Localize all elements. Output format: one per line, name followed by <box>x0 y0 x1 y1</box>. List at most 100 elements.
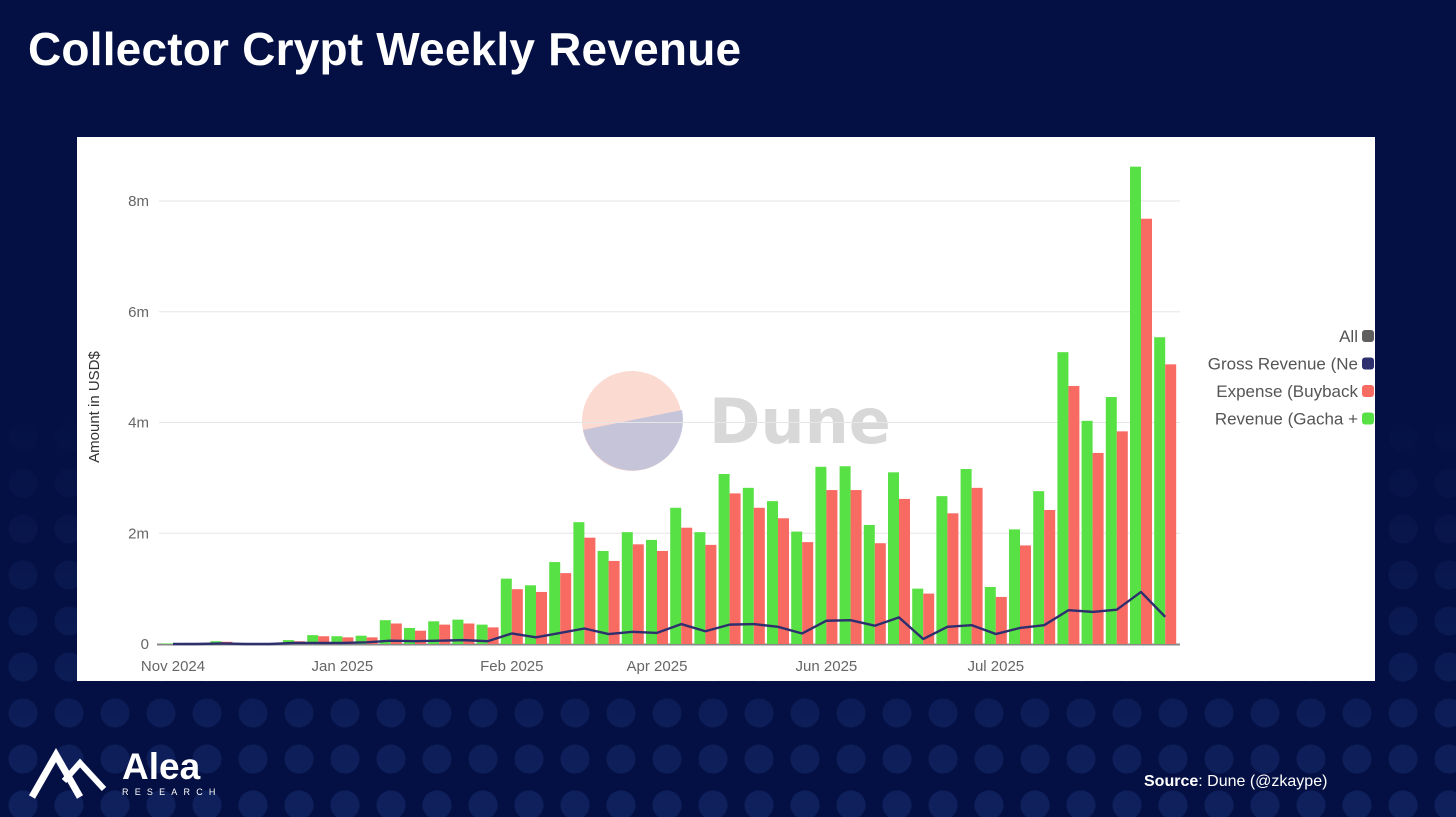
bar-revenue <box>162 643 173 644</box>
bar-revenue <box>742 487 754 644</box>
y-axis-title: Amount in USD$ <box>86 350 103 462</box>
bar-revenue <box>379 620 391 644</box>
bar-revenue <box>815 466 827 644</box>
gross-revenue-line-group <box>173 590 1167 646</box>
y-tick-label: 2m <box>128 525 149 542</box>
bar-expense <box>463 623 475 644</box>
x-tick-label: Jun 2025 <box>796 658 858 675</box>
bar-expense <box>753 507 765 644</box>
bar-revenue <box>307 635 319 644</box>
bar-revenue <box>1081 420 1093 644</box>
bar-expense <box>1044 509 1056 644</box>
bar-expense <box>560 573 572 644</box>
bar-expense <box>729 493 741 644</box>
legend-swatch <box>1362 412 1374 425</box>
bar-expense <box>778 518 789 644</box>
y-tick-label: 6m <box>128 304 149 321</box>
bar-expense <box>657 550 668 644</box>
bar-expense <box>318 636 330 644</box>
bar-revenue <box>355 635 367 644</box>
bar-revenue <box>888 472 899 644</box>
bar-revenue <box>1130 166 1141 645</box>
bar-revenue <box>1057 352 1069 644</box>
bar-revenue <box>960 469 972 644</box>
bar-expense <box>366 637 378 644</box>
bar-expense <box>439 624 451 644</box>
y-tick-label: 0 <box>141 636 149 653</box>
brand-subtitle: RESEARCH <box>122 787 222 797</box>
bar-expense <box>826 490 838 644</box>
bar-revenue <box>597 550 609 644</box>
bar-revenue <box>767 501 778 644</box>
legend-swatch <box>1362 330 1374 342</box>
bar-expense <box>632 544 644 644</box>
chart-panel: Dune 0 2m 4m 6m 8m Nov 2024 Jan 2025 Feb 2025 A… <box>77 137 1375 681</box>
brand-name: Alea <box>122 746 201 787</box>
weekly-revenue-chart: Dune 0 2m 4m 6m 8m Nov 2024 Jan 2025 Feb 2025 A… <box>86 166 1374 675</box>
legend-label: Revenue (Gacha + <box>1215 410 1358 429</box>
legend-label: Gross Revenue (Ne <box>1208 355 1358 374</box>
bar-revenue <box>670 507 682 644</box>
bar-expense <box>1141 218 1152 644</box>
bar-revenue <box>331 636 343 644</box>
bar-expense <box>1092 452 1104 644</box>
bar-expense <box>536 591 547 644</box>
x-tick-label: Nov 2024 <box>141 658 205 675</box>
gross-revenue-line <box>173 590 1167 646</box>
source-credit: Source: Dune (@zkaype) <box>1144 773 1327 791</box>
alea-logo-icon <box>28 747 107 799</box>
bar-expense <box>850 490 862 644</box>
bar-expense <box>584 537 596 644</box>
y-axis: 0 2m 4m 6m 8m <box>128 193 1180 653</box>
bar-expense <box>802 542 814 644</box>
bar-revenue <box>404 627 415 644</box>
bar-expense <box>1116 431 1128 644</box>
bar-expense <box>415 630 426 644</box>
legend-swatch <box>1362 357 1374 370</box>
bar-revenue <box>1154 337 1166 644</box>
x-tick-label: Apr 2025 <box>627 658 688 675</box>
bar-expense <box>971 487 983 644</box>
source-text: : Dune (@zkaype) <box>1198 773 1328 790</box>
bar-revenue <box>791 531 803 644</box>
bar-revenue <box>500 578 512 644</box>
legend-label: All <box>1339 327 1358 346</box>
bar-revenue <box>573 522 585 644</box>
bar-expense <box>1068 385 1080 644</box>
bar-expense <box>705 544 717 644</box>
bar-expense <box>608 560 620 644</box>
x-tick-label: Jul 2025 <box>967 658 1024 675</box>
x-tick-label: Feb 2025 <box>480 658 543 675</box>
y-tick-label: 4m <box>128 415 149 432</box>
bar-expense <box>1020 545 1031 644</box>
bar-expense <box>390 623 402 644</box>
bar-revenue <box>646 539 657 644</box>
x-axis: Nov 2024 Jan 2025 Feb 2025 Apr 2025 Jun 2025… <box>141 658 1024 675</box>
dune-logo-slice <box>583 410 683 471</box>
bar-revenue <box>525 585 536 644</box>
page-title: Collector Crypt Weekly Revenue <box>28 23 742 75</box>
bar-expense <box>681 527 693 644</box>
bar-expense <box>923 593 935 644</box>
bar-revenue <box>912 588 924 644</box>
bar-revenue <box>694 532 706 644</box>
bar-expense <box>487 627 499 644</box>
legend-label: Expense (Buyback <box>1216 382 1358 401</box>
legend-swatch <box>1362 385 1374 397</box>
x-tick-label: Jan 2025 <box>312 658 374 675</box>
bar-expense <box>342 637 354 644</box>
bar-revenue <box>1033 491 1045 644</box>
y-gridlines <box>159 200 1180 534</box>
bar-revenue <box>839 466 851 644</box>
bar-revenue <box>549 562 561 644</box>
dune-watermark-text: Dune <box>709 385 891 458</box>
bar-expense <box>947 513 959 644</box>
y-tick-label: 8m <box>128 193 149 210</box>
bar-revenue <box>718 473 730 644</box>
bar-expense <box>1165 364 1177 644</box>
legend: All Gross Revenue (Ne Expense (Buyback Reve… <box>1208 327 1374 429</box>
bar-revenue <box>1009 529 1020 644</box>
bar-revenue <box>452 619 464 644</box>
bar-revenue <box>984 586 996 644</box>
source-label: Source <box>1144 773 1199 790</box>
